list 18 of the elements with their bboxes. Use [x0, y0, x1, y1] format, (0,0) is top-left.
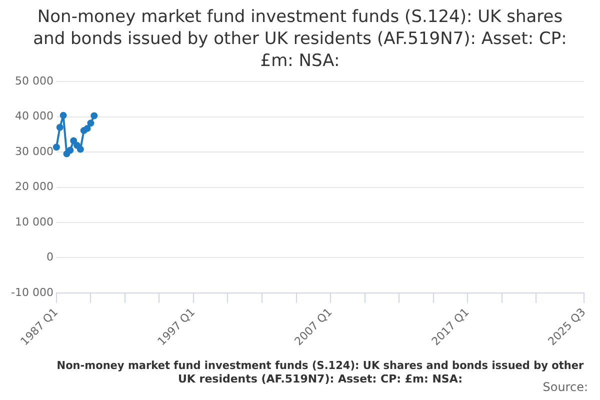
- point: [74, 142, 81, 149]
- y-tick-label: 10 000: [14, 215, 54, 228]
- chart-title: Non-money market fund investment funds (S.124): UK shares and bonds issued by other UK residents (AF.519N7): Asset: CP: £m: NSA:: [32, 6, 568, 72]
- point: [66, 146, 74, 154]
- y-tick-label: 30 000: [14, 144, 54, 158]
- point: [84, 124, 91, 132]
- point: [60, 112, 67, 119]
- y-tick-label: -10 000: [10, 286, 54, 299]
- y-tick-label: 0: [46, 250, 54, 264]
- point: [76, 146, 84, 153]
- y-tick-label: 20 000: [14, 180, 54, 194]
- point: [52, 144, 60, 151]
- y-tick-label: 50 000: [14, 74, 54, 88]
- point: [90, 112, 98, 120]
- point: [70, 137, 78, 144]
- y-tick-label: 40 000: [14, 110, 54, 123]
- point: [87, 120, 94, 127]
- point: [56, 124, 64, 131]
